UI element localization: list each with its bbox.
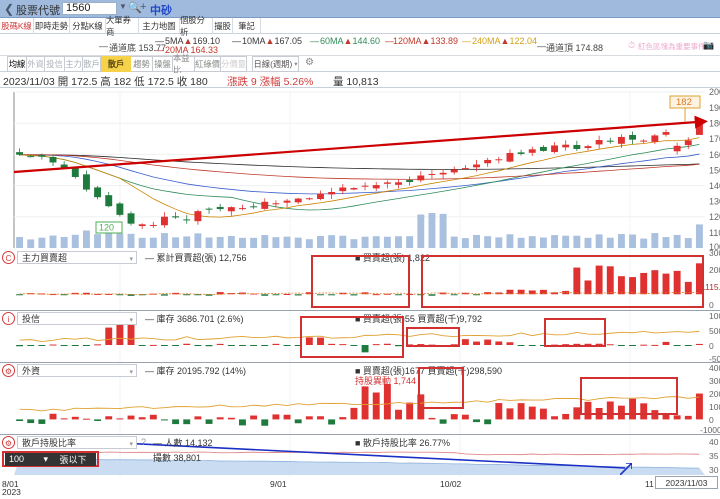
svg-text:180: 180 <box>709 119 720 129</box>
svg-text:160: 160 <box>709 150 720 160</box>
svg-text:182: 182 <box>676 97 692 108</box>
svg-text:30: 30 <box>709 465 719 475</box>
svg-text:3000: 3000 <box>709 250 720 258</box>
svg-text:35: 35 <box>709 451 719 461</box>
svg-text:120: 120 <box>709 212 720 222</box>
svg-text:140: 140 <box>709 181 720 191</box>
svg-text:40: 40 <box>709 437 719 447</box>
svg-text:120: 120 <box>99 223 114 233</box>
svg-text:0: 0 <box>709 415 714 425</box>
svg-text:2000: 2000 <box>709 265 720 275</box>
svg-text:-500: -500 <box>709 354 720 363</box>
svg-text:1000: 1000 <box>709 311 720 321</box>
svg-text:0: 0 <box>709 300 714 310</box>
svg-text:130: 130 <box>709 197 720 207</box>
svg-text:110: 110 <box>709 228 720 238</box>
svg-text:4000: 4000 <box>709 363 720 373</box>
svg-text:500: 500 <box>709 326 720 336</box>
svg-text:2000: 2000 <box>709 389 720 399</box>
svg-text:190: 190 <box>709 103 720 113</box>
svg-text:-1000: -1000 <box>700 425 720 435</box>
svg-text:3000: 3000 <box>709 376 720 386</box>
svg-text:0: 0 <box>709 341 714 351</box>
svg-text:170: 170 <box>709 134 720 144</box>
svg-text:150: 150 <box>709 165 720 175</box>
svg-text:200: 200 <box>709 87 720 97</box>
svg-text:1000: 1000 <box>709 402 720 412</box>
